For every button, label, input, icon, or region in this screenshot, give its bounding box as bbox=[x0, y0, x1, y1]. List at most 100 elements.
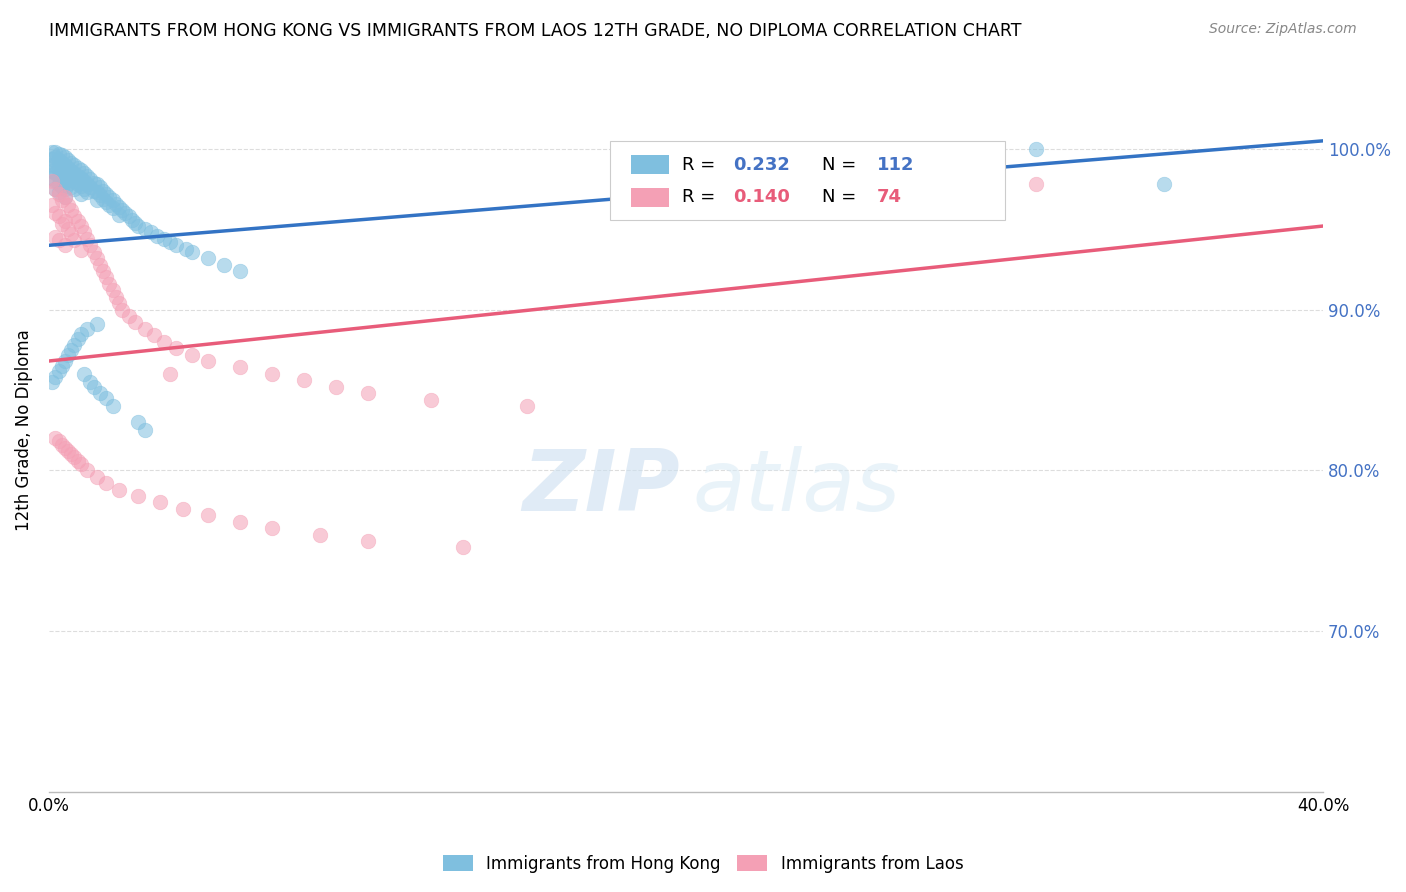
Point bbox=[356, 533, 378, 548]
Point bbox=[44, 230, 66, 244]
Text: N =: N = bbox=[823, 156, 862, 174]
Point bbox=[159, 235, 181, 249]
Point bbox=[56, 444, 79, 458]
Point bbox=[101, 283, 124, 297]
Point bbox=[76, 463, 98, 477]
Point bbox=[117, 210, 139, 224]
Point bbox=[101, 202, 124, 216]
Point bbox=[53, 166, 76, 180]
Point bbox=[172, 501, 194, 516]
Point bbox=[292, 373, 315, 387]
Point bbox=[101, 399, 124, 413]
Point bbox=[73, 166, 96, 180]
Point bbox=[66, 453, 89, 467]
Point bbox=[60, 202, 83, 217]
Point bbox=[108, 208, 131, 222]
Point bbox=[48, 186, 70, 200]
Point bbox=[1153, 178, 1175, 192]
Point bbox=[451, 541, 474, 555]
Point bbox=[229, 264, 252, 278]
Y-axis label: 12th Grade, No Diploma: 12th Grade, No Diploma bbox=[15, 329, 32, 531]
Point bbox=[69, 326, 91, 341]
Point bbox=[60, 156, 83, 170]
Point bbox=[63, 338, 86, 352]
Point bbox=[69, 219, 91, 233]
Point bbox=[53, 174, 76, 188]
Point bbox=[48, 178, 70, 192]
Point bbox=[96, 391, 118, 405]
Point bbox=[41, 198, 63, 212]
Point bbox=[89, 386, 111, 401]
Point bbox=[56, 178, 79, 192]
Point bbox=[53, 214, 76, 228]
Point bbox=[86, 186, 108, 200]
Point bbox=[197, 251, 219, 265]
Point bbox=[44, 206, 66, 220]
Point bbox=[63, 182, 86, 196]
Point bbox=[76, 322, 98, 336]
Point bbox=[108, 200, 131, 214]
Point bbox=[69, 457, 91, 471]
Point bbox=[53, 238, 76, 252]
Text: R =: R = bbox=[682, 156, 721, 174]
Point bbox=[51, 156, 73, 170]
Point bbox=[53, 182, 76, 196]
Point bbox=[181, 348, 204, 362]
Text: 0.140: 0.140 bbox=[733, 188, 790, 206]
Point bbox=[83, 184, 105, 198]
Point bbox=[79, 238, 101, 252]
Point bbox=[48, 234, 70, 248]
Point bbox=[53, 354, 76, 368]
Point bbox=[139, 226, 162, 240]
Text: N =: N = bbox=[823, 188, 862, 206]
Point bbox=[41, 174, 63, 188]
Point bbox=[51, 172, 73, 186]
Point bbox=[149, 495, 172, 509]
Point bbox=[111, 302, 134, 317]
Point bbox=[86, 251, 108, 265]
Point bbox=[60, 227, 83, 241]
Point bbox=[197, 508, 219, 523]
Point bbox=[69, 162, 91, 177]
Point bbox=[229, 360, 252, 375]
Point bbox=[146, 228, 169, 243]
Point bbox=[60, 343, 83, 357]
Point bbox=[127, 489, 149, 503]
Point bbox=[60, 172, 83, 186]
Point bbox=[104, 290, 127, 304]
Point bbox=[86, 469, 108, 483]
Point bbox=[69, 186, 91, 201]
Point bbox=[73, 226, 96, 240]
Point bbox=[44, 182, 66, 196]
Point bbox=[63, 450, 86, 465]
Text: 0.232: 0.232 bbox=[733, 156, 790, 174]
Point bbox=[73, 182, 96, 196]
Point bbox=[79, 375, 101, 389]
Point bbox=[60, 164, 83, 178]
Point bbox=[44, 370, 66, 384]
Point bbox=[41, 164, 63, 178]
Point bbox=[134, 322, 156, 336]
Point bbox=[76, 169, 98, 184]
Point bbox=[56, 169, 79, 184]
Point bbox=[48, 169, 70, 184]
Point bbox=[44, 158, 66, 172]
Point bbox=[41, 170, 63, 185]
Point bbox=[121, 212, 143, 227]
Point bbox=[56, 198, 79, 212]
Point bbox=[73, 367, 96, 381]
Point bbox=[41, 145, 63, 160]
Point bbox=[60, 447, 83, 461]
Point bbox=[66, 161, 89, 176]
Point bbox=[134, 222, 156, 236]
Point bbox=[114, 206, 136, 220]
Point bbox=[260, 367, 283, 381]
Point bbox=[53, 441, 76, 455]
Point bbox=[308, 527, 330, 541]
Point bbox=[108, 483, 131, 497]
Point bbox=[260, 521, 283, 535]
Point bbox=[152, 232, 174, 246]
Point bbox=[325, 380, 347, 394]
Point bbox=[96, 270, 118, 285]
Point bbox=[53, 150, 76, 164]
